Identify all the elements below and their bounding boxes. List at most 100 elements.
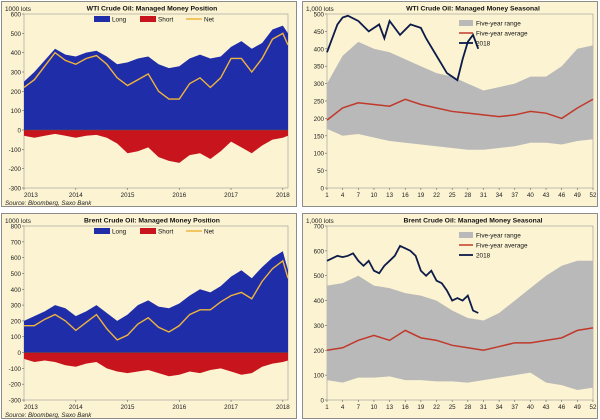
y-tick-label: 350 (314, 64, 325, 71)
legend-swatch (94, 228, 110, 234)
x-tick-label: 2018 (276, 192, 290, 199)
x-tick-label: 16 (402, 404, 409, 411)
series-five-year-average (326, 327, 594, 352)
x-tick-label: 4 (341, 192, 345, 199)
series-2018 (326, 14, 480, 82)
x-tick-label: 13 (386, 192, 393, 199)
y-tick-label: 200 (314, 116, 325, 123)
y-tick-label: 800 (11, 224, 22, 231)
x-tick-label: 19 (417, 404, 424, 411)
y-tick-label: 500 (11, 271, 22, 278)
legend-label: Five-year average (476, 243, 528, 250)
x-tick-label: 43 (543, 404, 550, 411)
x-tick-label: 52 (590, 404, 597, 411)
x-tick-label: 2017 (224, 404, 238, 411)
y-tick-label: 100 (314, 151, 325, 158)
y-tick-label: 0 (321, 398, 325, 405)
y-tick-label: 0 (18, 350, 22, 357)
legend-swatch (94, 16, 110, 22)
y-tick-label: 700 (11, 239, 22, 246)
series-five-year-range (327, 260, 593, 391)
series-2018 (326, 244, 479, 314)
series-five-year-average (326, 98, 594, 121)
y-tick-label: 600 (11, 255, 22, 262)
series-five-year-range (327, 41, 593, 150)
series-short-area (24, 352, 288, 377)
x-tick-label: 2018 (276, 404, 290, 411)
x-tick-label: 40 (527, 192, 534, 199)
x-tick-label: 49 (574, 192, 581, 199)
x-tick-label: 43 (543, 192, 550, 199)
y-tick-label: 0 (18, 128, 22, 135)
wti-seasonal-chart: 0 50 100 150 200 250 300 350 400 450 500 1 4 7 10 13 16 1… (306, 6, 597, 200)
x-tick-label: 52 (590, 192, 597, 199)
x-tick-label: 2013 (24, 404, 38, 411)
legend-label: Long (112, 229, 127, 236)
y-tick-label: 200 (11, 89, 22, 96)
x-tick-label: 1 (325, 404, 329, 411)
x-tick-label: 34 (496, 404, 503, 411)
y-tick-label: 400 (11, 50, 22, 57)
legend-label: Five-year range (476, 233, 521, 240)
x-tick-label: 16 (402, 192, 409, 199)
chart-title: WTI Crude Oil: Managed Money Position (87, 6, 218, 13)
chart-title: Brent Crude Oil: Managed Money Position (84, 218, 220, 225)
y-tick-label: 300 (11, 70, 22, 77)
y-tick-label: 400 (11, 287, 22, 294)
y-tick-label: 400 (314, 46, 325, 53)
source-note: Source: Bloomberg, Saxo Bank (5, 200, 92, 207)
brent-seasonal-chart: 0 100 200 300 400 500 600 700 1 4 7 10 13 16 19 22 25 28 3… (306, 218, 597, 412)
y-tick-label: 300 (314, 81, 325, 88)
wti-position-panel: -300 -200 -100 0 100 200 300 400 500 600 2013 2014 2… (1, 1, 297, 207)
y-tick-label: 200 (314, 348, 325, 355)
y-tick-label: -300 (9, 186, 22, 193)
series-long-area (24, 251, 288, 353)
y-tick-label: 700 (314, 224, 325, 231)
x-tick-label: 2014 (69, 192, 83, 199)
x-tick-label: 19 (417, 192, 424, 199)
y-tick-label: 600 (11, 12, 22, 19)
x-tick-label: 46 (558, 192, 565, 199)
x-tick-label: 34 (496, 192, 503, 199)
legend: Five-year range Five-year average 2018 (459, 20, 528, 48)
series-short-area (24, 130, 288, 163)
brent-position-chart: -300 -200 -100 0 100 200 300 400 500 600 700 800 201… (5, 218, 290, 419)
wti-position-chart: -300 -200 -100 0 100 200 300 400 500 600 2013 2014 2… (5, 6, 290, 207)
y-tick-label: 300 (11, 303, 22, 310)
series-net-line (23, 32, 289, 100)
x-tick-label: 31 (480, 192, 487, 199)
x-tick-label: 22 (433, 404, 440, 411)
y-tick-label: 100 (11, 108, 22, 115)
x-tick-label: 13 (386, 404, 393, 411)
x-tick-label: 25 (449, 404, 456, 411)
y-tick-label: 0 (321, 186, 325, 193)
unit-label: 1,000 lots (306, 6, 334, 13)
legend-label: Five-year range (476, 21, 521, 28)
y-tick-label: 400 (314, 298, 325, 305)
x-tick-label: 31 (480, 404, 487, 411)
x-tick-label: 2017 (224, 192, 238, 199)
legend: Five-year range Five-year average 2018 (459, 232, 528, 260)
legend-swatch (459, 20, 473, 26)
x-tick-label: 28 (464, 192, 471, 199)
x-tick-label: 46 (558, 404, 565, 411)
y-tick-label: -100 (9, 147, 22, 154)
x-tick-label: 2016 (172, 192, 186, 199)
y-tick-label: 450 (314, 29, 325, 36)
legend-label: Five-year average (476, 31, 528, 38)
x-tick-label: 2014 (69, 404, 83, 411)
series-long-area (24, 25, 288, 131)
legend-label: Long (112, 17, 127, 24)
x-tick-label: 4 (341, 404, 345, 411)
source-note: Source: Bloomberg, Saxo Bank (5, 412, 92, 419)
legend: Long Short Net (94, 228, 214, 236)
unit-label: 1,000 lots (306, 218, 334, 225)
brent-position-panel: -300 -200 -100 0 100 200 300 400 500 600 700 800 201… (1, 213, 297, 419)
y-tick-label: 100 (314, 373, 325, 380)
x-tick-label: 2015 (121, 192, 135, 199)
unit-label: 1000 lots (5, 218, 31, 225)
y-tick-label: 100 (11, 334, 22, 341)
x-tick-label: 10 (370, 404, 377, 411)
chart-title: Brent Crude Oil: Managed Money Seasonal (404, 218, 543, 225)
